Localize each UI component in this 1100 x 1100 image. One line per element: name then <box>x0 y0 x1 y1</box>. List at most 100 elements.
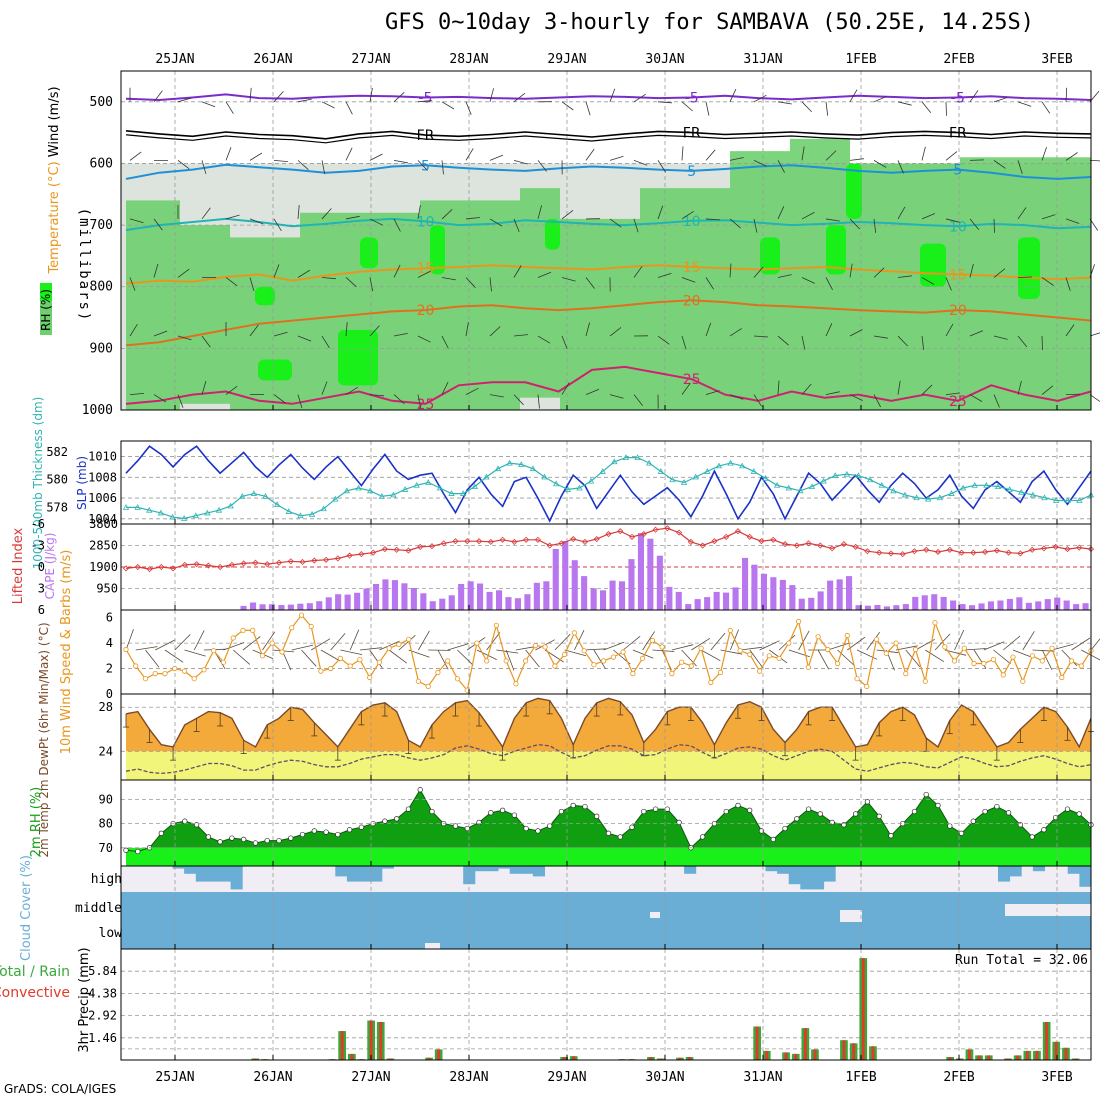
thickness-marker <box>1006 486 1013 492</box>
wind-barb <box>513 394 524 406</box>
date-label-top-8: 2FEB <box>943 52 974 67</box>
cape-bar <box>543 581 550 610</box>
lifted-index-marker <box>370 549 377 556</box>
wind-barb <box>537 160 547 172</box>
panel-frame-p8 <box>120 948 1092 1061</box>
wind-barb <box>825 323 833 337</box>
wind-barb <box>969 263 974 278</box>
thickness-marker <box>355 484 362 491</box>
wind-barb <box>633 159 648 166</box>
cape-bar <box>477 583 484 610</box>
lifted-index-marker <box>864 548 871 555</box>
wind-barb <box>465 277 476 288</box>
lifted-index-marker <box>781 541 789 548</box>
thickness-marker <box>1029 491 1037 498</box>
wind-barb <box>513 92 526 103</box>
wind-barb <box>993 335 1008 340</box>
pressure-tick-500: 500 <box>90 95 113 110</box>
wind-tick-2: 2 <box>106 662 113 676</box>
wind-barb <box>753 94 767 103</box>
wind-barb <box>297 160 309 170</box>
wind-barb-10m <box>369 649 383 669</box>
thickness-marker <box>808 483 816 490</box>
cloud-high-bar <box>230 866 243 890</box>
lifted-index-marker <box>911 548 918 555</box>
isotherm-label-1-1: FR <box>683 126 701 142</box>
rh-marker <box>476 819 482 826</box>
slp-tick-1006: 1006 <box>88 491 117 505</box>
thickness-tick-580: 580 <box>46 473 68 487</box>
wind-speed-marker <box>698 645 704 651</box>
wind-barb <box>297 335 312 342</box>
wind-barb <box>897 101 912 106</box>
precip-conv-bar <box>784 1052 788 1060</box>
rh-band-3 <box>300 212 340 410</box>
wind-barb <box>1089 159 1100 162</box>
lifted-index-marker <box>876 549 883 556</box>
wind-barb <box>393 92 405 103</box>
wind-barb-10m <box>193 630 205 651</box>
date-label-bottom-6: 31JAN <box>743 1070 782 1085</box>
wind-barb <box>1041 385 1054 395</box>
wind-barb <box>369 277 374 292</box>
thickness-marker <box>273 501 281 508</box>
thickness-marker <box>204 509 211 516</box>
wind-barb <box>489 326 501 337</box>
cape-bar <box>363 588 370 610</box>
wind-barb <box>849 394 863 401</box>
thickness-marker <box>262 493 269 499</box>
wind-barb <box>345 386 359 395</box>
lifted-index-marker <box>405 547 412 554</box>
rh-tick-80: 80 <box>99 817 113 831</box>
lifted-index-marker <box>334 555 341 562</box>
cape-bar <box>600 590 607 610</box>
rh-marker <box>499 807 506 813</box>
wind-speed-marker <box>181 668 188 674</box>
wind-barb <box>945 151 958 161</box>
wind-barb <box>801 277 815 284</box>
rh-band-9 <box>730 151 790 411</box>
wind-barb <box>849 329 863 337</box>
wind-speed-marker <box>864 683 870 690</box>
lifted-index-marker <box>899 551 906 558</box>
wind-barb <box>201 160 207 174</box>
wind-barb <box>249 152 263 161</box>
slp-tick-1010: 1010 <box>88 450 117 464</box>
wind-barb <box>537 335 551 344</box>
wind-barb-10m <box>554 633 571 651</box>
wind-speed-marker <box>357 656 363 663</box>
rh-marker <box>735 802 741 809</box>
wind-barb-10m <box>681 649 697 667</box>
wind-barb-10m <box>476 649 497 660</box>
cape-bar <box>666 586 673 610</box>
thickness-marker <box>390 491 397 498</box>
wind-speed-marker <box>454 676 460 682</box>
wind-speed-marker <box>1000 672 1006 678</box>
wind-barb <box>873 160 887 168</box>
wind-barb-10m <box>164 649 184 663</box>
thickness-marker <box>483 473 490 480</box>
cape-bar <box>373 584 380 610</box>
rh-marker <box>535 828 541 834</box>
cloud-high-bar <box>1079 866 1092 887</box>
rh-marker <box>1076 811 1082 817</box>
wind-barb <box>321 381 328 395</box>
isotherm-label-4-1: 15 <box>683 260 701 276</box>
cape-bar <box>609 580 616 610</box>
thickness-marker <box>611 458 618 465</box>
cloud-high-bar <box>358 866 371 882</box>
thickness-axis-label: 1000-500mb Thickness (dm) <box>31 397 45 570</box>
wind-speed-marker <box>600 658 607 664</box>
wind-barb <box>729 218 741 229</box>
wind-barb <box>177 335 192 341</box>
date-label-top-6: 31JAN <box>743 52 782 67</box>
wind-barb <box>705 149 716 161</box>
wind-barb <box>321 101 335 109</box>
wind-barb <box>729 328 742 337</box>
isotherm-label-6-0: 25 <box>417 397 435 413</box>
cape-axis-label-text: CAPE (J/kg) <box>43 533 57 600</box>
wind-barb <box>441 101 455 110</box>
wind-speed-marker <box>639 655 646 662</box>
cape-bar <box>855 605 862 610</box>
wind-speed-marker <box>990 656 997 663</box>
